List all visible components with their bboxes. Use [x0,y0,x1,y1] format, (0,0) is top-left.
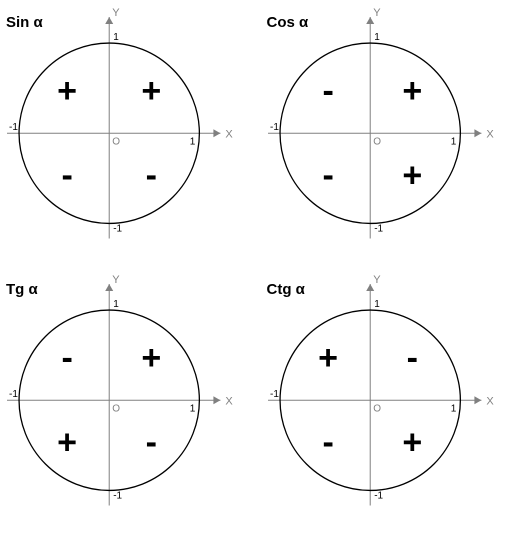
x-axis-label: X [225,395,233,407]
tick-pos-y: 1 [374,32,380,43]
origin-label: O [373,403,381,414]
x-axis-label: X [486,128,494,140]
sign-q2: - [61,339,72,377]
tick-neg-x: -1 [270,389,279,400]
x-arrow-icon [213,396,220,404]
y-axis-label: Y [373,7,381,19]
sign-q1: + [402,72,422,110]
tick-pos-y: 1 [113,32,119,43]
origin-label: O [112,136,120,147]
tick-pos-y: 1 [374,299,380,310]
tick-neg-y: -1 [113,223,122,234]
y-axis-label: Y [112,274,120,286]
unit-circle-cos: X Y O 1 -1 1 -1 + - - + [261,0,521,267]
sign-q3: - [61,156,72,194]
origin-label: O [112,403,120,414]
x-arrow-icon [213,129,220,137]
panel-tg: Tg α X Y O 1 -1 1 -1 + - + - [0,267,261,533]
panel-cos: Cos α X Y O 1 -1 1 -1 + - - + [261,0,521,267]
unit-circle-tg: X Y O 1 -1 1 -1 + - + - [0,267,261,533]
sign-q2: + [318,339,338,377]
tick-neg-x: -1 [9,122,18,133]
sign-q2: + [57,72,77,110]
y-axis-label: Y [373,274,381,286]
tick-neg-x: -1 [270,122,279,133]
sign-q2: - [322,72,333,110]
sign-q3: + [57,423,77,461]
sign-q1: - [406,339,417,377]
tick-pos-x: 1 [450,403,456,414]
tick-pos-y: 1 [113,299,119,310]
x-arrow-icon [474,396,481,404]
diagram-grid: Sin α X Y O 1 -1 1 -1 + + - - Cos α [0,0,521,533]
sign-q4: - [146,423,157,461]
tick-pos-x: 1 [450,136,456,147]
unit-circle-sin: X Y O 1 -1 1 -1 + + - - [0,0,261,267]
tick-pos-x: 1 [190,403,196,414]
panel-ctg: Ctg α X Y O 1 -1 1 -1 - + - + [261,267,521,533]
tick-neg-x: -1 [9,389,18,400]
sign-q3: - [322,156,333,194]
x-arrow-icon [474,129,481,137]
x-axis-label: X [486,395,494,407]
sign-q4: + [402,423,422,461]
x-axis-label: X [225,128,233,140]
unit-circle-ctg: X Y O 1 -1 1 -1 - + - + [261,267,521,533]
tick-neg-y: -1 [113,490,122,501]
panel-sin: Sin α X Y O 1 -1 1 -1 + + - - [0,0,261,267]
tick-neg-y: -1 [374,223,383,234]
sign-q3: - [322,423,333,461]
tick-pos-x: 1 [190,136,196,147]
origin-label: O [373,136,381,147]
y-axis-label: Y [112,7,120,19]
sign-q4: - [146,156,157,194]
tick-neg-y: -1 [374,490,383,501]
sign-q4: + [402,156,422,194]
sign-q1: + [141,339,161,377]
sign-q1: + [141,72,161,110]
